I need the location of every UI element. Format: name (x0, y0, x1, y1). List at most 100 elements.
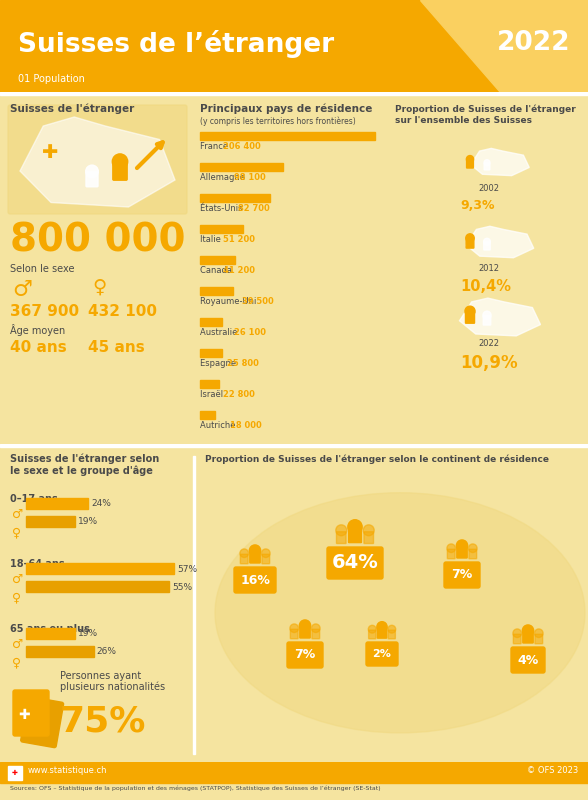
Text: plusieurs nationalités: plusieurs nationalités (60, 681, 165, 691)
Circle shape (465, 306, 475, 316)
Text: 7%: 7% (452, 569, 473, 582)
Text: 2022: 2022 (478, 339, 499, 348)
FancyBboxPatch shape (86, 172, 98, 186)
Text: 7%: 7% (295, 649, 316, 662)
FancyBboxPatch shape (262, 554, 270, 564)
Circle shape (348, 520, 362, 534)
Bar (0, 782, 588, 800)
Circle shape (466, 234, 474, 242)
Text: 26 100: 26 100 (234, 328, 266, 337)
Text: © OFS 2023: © OFS 2023 (527, 766, 578, 775)
FancyBboxPatch shape (535, 634, 543, 644)
FancyBboxPatch shape (444, 562, 480, 588)
Text: le sexe et le groupe d'âge: le sexe et le groupe d'âge (10, 466, 153, 477)
Bar (0, 762, 588, 782)
Text: ♀: ♀ (12, 656, 21, 669)
Bar (200, 225, 243, 233)
Bar (200, 411, 215, 419)
Text: 2012: 2012 (478, 264, 499, 273)
Text: 2%: 2% (373, 649, 392, 659)
Bar (200, 349, 222, 357)
Bar (8, 766, 22, 780)
Text: 2002: 2002 (478, 184, 499, 193)
Text: 367 900: 367 900 (10, 304, 79, 319)
Text: Allemagne: Allemagne (200, 173, 248, 182)
Text: Canada: Canada (200, 266, 235, 275)
Circle shape (447, 544, 456, 553)
Polygon shape (466, 226, 534, 258)
Text: 01 Population: 01 Population (18, 74, 85, 84)
Text: 82 700: 82 700 (238, 204, 270, 213)
FancyBboxPatch shape (300, 626, 310, 638)
Text: 19%: 19% (78, 518, 99, 526)
Bar (200, 256, 235, 264)
Text: ♂: ♂ (12, 573, 24, 586)
Text: Suisses de l'étranger: Suisses de l'étranger (10, 104, 134, 114)
Circle shape (363, 525, 374, 536)
Bar (26, 646, 93, 657)
Text: (y compris les territoires hors frontières): (y compris les territoires hors frontièr… (200, 116, 356, 126)
Text: 65 ans ou plus: 65 ans ou plus (10, 624, 90, 634)
FancyBboxPatch shape (312, 630, 320, 638)
Text: Principaux pays de résidence: Principaux pays de résidence (200, 104, 372, 114)
FancyBboxPatch shape (388, 630, 395, 638)
Circle shape (513, 629, 522, 638)
Text: Israël: Israël (200, 390, 226, 399)
FancyBboxPatch shape (234, 567, 276, 593)
Text: ✚: ✚ (42, 142, 58, 162)
FancyBboxPatch shape (483, 316, 491, 325)
Text: 10,9%: 10,9% (460, 354, 517, 372)
FancyBboxPatch shape (13, 690, 49, 736)
Text: ✚: ✚ (18, 708, 30, 722)
FancyBboxPatch shape (469, 550, 477, 558)
Text: Autriche: Autriche (200, 421, 238, 430)
FancyBboxPatch shape (366, 642, 398, 666)
Text: Suisses de l’étranger: Suisses de l’étranger (18, 30, 334, 58)
Circle shape (388, 626, 396, 633)
Text: 51 200: 51 200 (223, 235, 255, 244)
Circle shape (299, 620, 310, 631)
Circle shape (290, 624, 299, 633)
Text: www.statistique.ch: www.statistique.ch (28, 766, 108, 775)
Circle shape (469, 544, 477, 553)
Polygon shape (20, 117, 175, 207)
Text: 9,3%: 9,3% (460, 199, 495, 212)
Text: 26%: 26% (96, 647, 116, 657)
Text: ♂: ♂ (12, 638, 24, 651)
FancyBboxPatch shape (377, 627, 387, 638)
Bar (26, 628, 75, 639)
Text: Âge moyen: Âge moyen (10, 324, 65, 336)
Text: 19%: 19% (78, 630, 99, 638)
Text: 22 800: 22 800 (223, 390, 255, 399)
FancyBboxPatch shape (447, 550, 455, 558)
Text: Selon le sexe: Selon le sexe (10, 264, 75, 274)
Polygon shape (471, 148, 529, 176)
Circle shape (249, 545, 260, 556)
FancyBboxPatch shape (250, 551, 260, 563)
Text: ♀: ♀ (12, 526, 21, 539)
Circle shape (456, 540, 467, 551)
Polygon shape (459, 298, 540, 336)
Circle shape (112, 154, 128, 170)
Circle shape (466, 155, 474, 163)
Text: États-Unis: États-Unis (200, 204, 245, 213)
Text: Proportion de Suisses de l'étranger selon le continent de résidence: Proportion de Suisses de l'étranger selo… (205, 454, 549, 463)
Circle shape (484, 160, 490, 166)
Text: 4%: 4% (517, 654, 539, 666)
Polygon shape (420, 0, 588, 92)
Text: Sources: OFS – Statistique de la population et des ménages (STATPOP), Statistiqu: Sources: OFS – Statistique de la populat… (10, 786, 380, 791)
Text: 18–64 ans: 18–64 ans (10, 559, 65, 569)
Text: 2022: 2022 (496, 30, 570, 56)
FancyBboxPatch shape (364, 532, 373, 543)
Text: Espagne: Espagne (200, 359, 239, 368)
FancyBboxPatch shape (290, 630, 298, 638)
Text: 206 400: 206 400 (223, 142, 260, 151)
Bar (200, 287, 233, 295)
Text: sur l'ensemble des Suisses: sur l'ensemble des Suisses (395, 116, 532, 125)
FancyBboxPatch shape (327, 547, 383, 579)
Circle shape (483, 238, 490, 245)
FancyBboxPatch shape (8, 105, 187, 214)
Text: 25 800: 25 800 (226, 359, 259, 368)
Circle shape (86, 165, 98, 178)
Circle shape (262, 549, 270, 558)
